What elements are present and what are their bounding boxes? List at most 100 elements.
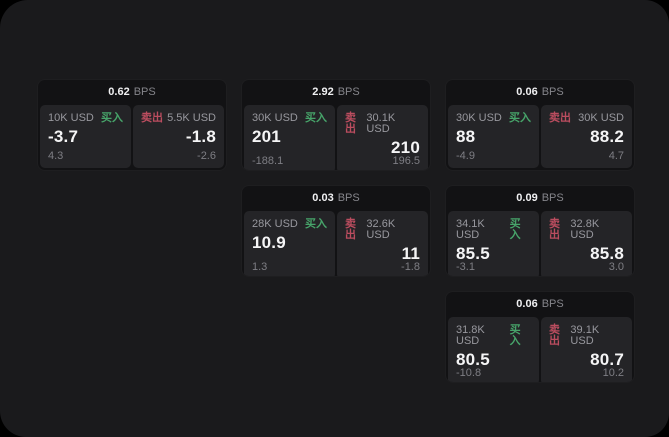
sell-notional: 32.6K USD [366, 218, 396, 241]
buy-notional: 34.1K USD [456, 218, 485, 241]
bps-unit-label: BPS [133, 86, 156, 98]
buy-notional: 30K USD [456, 112, 502, 124]
bps-value: 0.09 [516, 192, 538, 204]
sell-quote-tile[interactable]: 卖出 39.1K USD 80.7 10.2 [541, 317, 632, 382]
buy-side-label: 买入 [305, 218, 327, 230]
sell-quote-tile[interactable]: 卖出 5.5K USD -1.8 -2.6 [133, 105, 224, 168]
sell-quote-tile[interactable]: 卖出 32.8K USD 85.8 3.0 [541, 211, 632, 276]
sell-notional: 30.1K USD [366, 112, 396, 135]
buy-price: 85.5 [456, 244, 490, 263]
quote-card: 0.06 BPS 30K USD 买入 88 -4.9 卖出 30K USD 8… [446, 80, 634, 170]
buy-header-row: 34.1K USD 买入 [456, 219, 531, 241]
buy-quote-tile[interactable]: 30K USD 买入 201 -188.1 [244, 105, 335, 170]
buy-price: 80.5 [456, 350, 490, 369]
buy-header-row: 30K USD 买入 [252, 113, 327, 124]
card-header: 0.09 BPS [446, 186, 634, 211]
buy-side-label: 买入 [101, 112, 123, 124]
buy-quote-tile[interactable]: 34.1K USD 买入 85.5 -3.1 [448, 211, 539, 276]
sell-notional: 32.8K USD [570, 218, 600, 241]
card-body: 30K USD 买入 88 -4.9 卖出 30K USD 88.2 4.7 [446, 105, 634, 170]
card-header: 0.03 BPS [242, 186, 430, 211]
sell-quote-tile[interactable]: 卖出 30K USD 88.2 4.7 [541, 105, 632, 168]
buy-price: -3.7 [48, 127, 79, 146]
sell-price: 88.2 [590, 127, 624, 146]
sell-side-label: 卖出 [549, 218, 560, 241]
buy-quote-tile[interactable]: 31.8K USD 买入 80.5 -10.8 [448, 317, 539, 382]
buy-price: 88 [456, 127, 476, 146]
buy-header-row: 10K USD 买入 [48, 113, 123, 124]
buy-quote-tile[interactable]: 10K USD 买入 -3.7 4.3 [40, 105, 131, 168]
quote-card: 0.62 BPS 10K USD 买入 -3.7 4.3 卖出 5.5K USD… [38, 80, 226, 170]
buy-side-label: 买入 [305, 112, 327, 124]
card-body: 10K USD 买入 -3.7 4.3 卖出 5.5K USD -1.8 -2.… [38, 105, 226, 170]
buy-quote-tile[interactable]: 28K USD 买入 10.9 1.3 [244, 211, 335, 276]
sell-side-label: 卖出 [345, 112, 356, 135]
sell-notional: 30K USD [578, 112, 624, 124]
buy-notional: 28K USD [252, 218, 298, 230]
sell-delta: -1.8 [401, 261, 420, 273]
sell-header-row: 卖出 32.8K USD [549, 219, 624, 241]
sell-price: 11 [401, 244, 420, 263]
buy-delta: -10.8 [456, 367, 482, 379]
buy-delta: 4.3 [48, 150, 64, 162]
sell-side-label: 卖出 [345, 218, 356, 241]
buy-notional: 10K USD [48, 112, 94, 124]
sell-notional: 5.5K USD [167, 112, 216, 124]
card-header: 0.06 BPS [446, 80, 634, 105]
quote-card: 2.92 BPS 30K USD 买入 201 -188.1 卖出 30.1K … [242, 80, 430, 170]
bps-unit-label: BPS [337, 192, 360, 204]
sell-delta: 10.2 [602, 367, 624, 379]
quote-card: 0.03 BPS 28K USD 买入 10.9 1.3 卖出 32.6K US… [242, 186, 430, 276]
buy-notional: 31.8K USD [456, 324, 485, 347]
bps-value: 0.06 [516, 298, 538, 310]
buy-delta: -3.1 [456, 261, 475, 273]
quote-card: 0.09 BPS 34.1K USD 买入 85.5 -3.1 卖出 32.8K… [446, 186, 634, 276]
bps-unit-label: BPS [541, 298, 564, 310]
sell-quote-tile[interactable]: 卖出 30.1K USD 210 196.5 [337, 105, 428, 170]
bps-unit-label: BPS [541, 192, 564, 204]
buy-header-row: 31.8K USD 买入 [456, 325, 531, 347]
sell-delta: 3.0 [608, 261, 624, 273]
quote-card: 0.06 BPS 31.8K USD 买入 80.5 -10.8 卖出 39.1… [446, 292, 634, 382]
sell-header-row: 卖出 30K USD [549, 113, 624, 124]
buy-delta: 1.3 [252, 261, 268, 273]
sell-delta: 196.5 [392, 155, 420, 167]
card-body: 28K USD 买入 10.9 1.3 卖出 32.6K USD 11 -1.8 [242, 211, 430, 276]
card-header: 0.62 BPS [38, 80, 226, 105]
sell-header-row: 卖出 32.6K USD [345, 219, 420, 241]
buy-price: 10.9 [252, 233, 286, 252]
sell-quote-tile[interactable]: 卖出 32.6K USD 11 -1.8 [337, 211, 428, 276]
card-body: 34.1K USD 买入 85.5 -3.1 卖出 32.8K USD 85.8… [446, 211, 634, 276]
buy-side-label: 买入 [509, 112, 531, 124]
sell-notional: 39.1K USD [570, 324, 600, 347]
bps-value: 0.03 [312, 192, 334, 204]
sell-price: 80.7 [590, 350, 624, 369]
bps-value: 0.62 [108, 86, 130, 98]
bps-unit-label: BPS [541, 86, 564, 98]
sell-side-label: 卖出 [549, 324, 560, 347]
bps-value: 0.06 [516, 86, 538, 98]
sell-header-row: 卖出 39.1K USD [549, 325, 624, 347]
buy-quote-tile[interactable]: 30K USD 买入 88 -4.9 [448, 105, 539, 168]
buy-price: 201 [252, 127, 281, 146]
sell-header-row: 卖出 30.1K USD [345, 113, 420, 135]
sell-side-label: 卖出 [141, 112, 163, 124]
buy-header-row: 30K USD 买入 [456, 113, 531, 124]
sell-price: 85.8 [590, 244, 624, 263]
bps-value: 2.92 [312, 86, 334, 98]
bps-unit-label: BPS [337, 86, 360, 98]
buy-notional: 30K USD [252, 112, 298, 124]
card-header: 2.92 BPS [242, 80, 430, 105]
sell-side-label: 卖出 [549, 112, 571, 124]
sell-delta: 4.7 [608, 150, 624, 162]
buy-side-label: 买入 [509, 218, 521, 241]
card-body: 30K USD 买入 201 -188.1 卖出 30.1K USD 210 1… [242, 105, 430, 170]
card-header: 0.06 BPS [446, 292, 634, 317]
buy-header-row: 28K USD 买入 [252, 219, 327, 230]
sell-header-row: 卖出 5.5K USD [141, 113, 216, 124]
buy-delta: -4.9 [456, 150, 475, 162]
sell-price: -1.8 [185, 127, 216, 146]
card-body: 31.8K USD 买入 80.5 -10.8 卖出 39.1K USD 80.… [446, 317, 634, 382]
sell-delta: -2.6 [197, 150, 216, 162]
